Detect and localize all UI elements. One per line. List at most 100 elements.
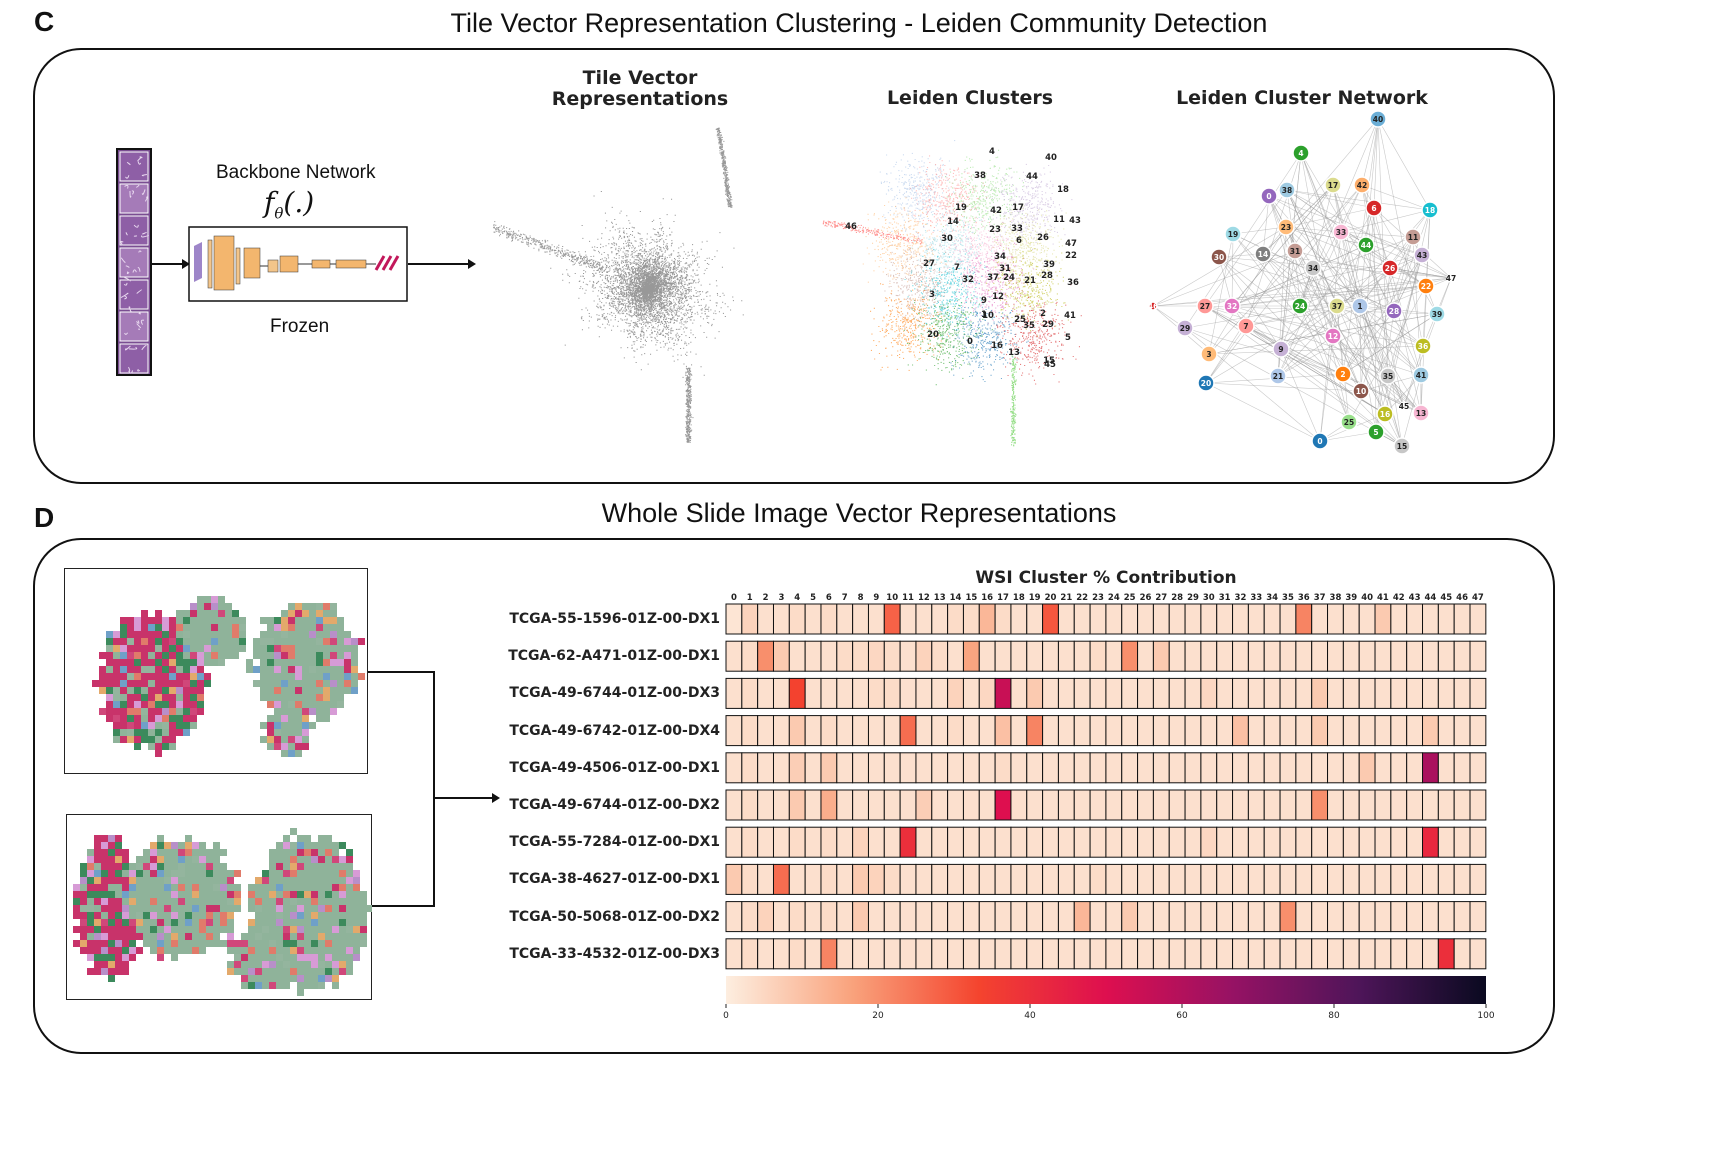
heatmap-cell xyxy=(1010,677,1028,709)
network-node-label: 9 xyxy=(1278,345,1283,354)
heatmap-cell xyxy=(1279,677,1297,709)
heatmap-cell xyxy=(1042,863,1059,895)
heatmap-cell xyxy=(867,901,885,933)
cluster-label: 6 xyxy=(1016,236,1022,246)
tile-texture xyxy=(138,312,142,315)
network-edge xyxy=(1361,184,1431,211)
heatmap-cell xyxy=(852,901,869,933)
heatmap-cell xyxy=(757,863,774,895)
heatmap-cell xyxy=(1152,789,1170,821)
column-label: 43 xyxy=(1409,593,1421,603)
heatmap-cell xyxy=(1390,863,1408,895)
heatmap-cell xyxy=(1342,789,1360,821)
heatmap-cell xyxy=(1216,938,1234,970)
network-node xyxy=(1237,317,1255,335)
heatmap-row-label: TCGA-38-4627-01Z-00-DX1 xyxy=(509,871,720,888)
network-node xyxy=(1277,218,1295,236)
heatmap-cell xyxy=(1010,752,1028,784)
heatmap-cell xyxy=(757,938,774,970)
heatmap-cell xyxy=(1200,752,1218,784)
heatmap-cell xyxy=(994,826,1012,858)
heatmap-cell xyxy=(1469,677,1487,709)
network-node-label: 42 xyxy=(1357,181,1367,190)
heatmap-cell xyxy=(867,715,885,747)
column-label: 4 xyxy=(794,593,800,603)
heatmap-cell xyxy=(1390,752,1408,784)
heatmap-cell xyxy=(1121,677,1139,709)
network-edge xyxy=(1299,184,1363,307)
heatmap-cell xyxy=(1152,901,1170,933)
heatmap-cell xyxy=(1200,677,1218,709)
network-node xyxy=(1376,405,1394,423)
cluster-label: 11 xyxy=(1053,215,1065,225)
heatmap-cell xyxy=(1327,938,1344,970)
heatmap-cell xyxy=(1437,901,1455,933)
heatmap-cell xyxy=(899,938,917,970)
heatmap-cell xyxy=(1105,938,1123,970)
heatmap-cell xyxy=(867,863,885,895)
wsi-tissue-cluster xyxy=(92,603,365,757)
cluster-label: 40 xyxy=(1045,153,1057,163)
heatmap-cell xyxy=(1469,752,1487,784)
heatmap-cell xyxy=(852,863,869,895)
panel-d-frame xyxy=(33,538,1555,1054)
heatmap-cell xyxy=(899,901,917,933)
heatmap-cell xyxy=(947,863,964,895)
tile-strip-image xyxy=(116,148,152,376)
network-edge xyxy=(1340,231,1414,238)
network-edge xyxy=(1245,325,1389,377)
heatmap-cell xyxy=(788,789,806,821)
network-edge xyxy=(1389,267,1422,376)
heatmap-cell xyxy=(1390,715,1408,747)
wsi-tissue-cluster xyxy=(106,596,351,750)
heatmap-cell xyxy=(804,826,822,858)
heatmap-cell xyxy=(1216,789,1234,821)
heatmap-cell xyxy=(757,640,774,672)
network-node-label: 17 xyxy=(1328,181,1338,190)
column-label: 18 xyxy=(1013,593,1025,603)
heatmap-cell xyxy=(978,640,996,672)
network-node-label: 21 xyxy=(1273,372,1283,381)
umap-points xyxy=(493,127,744,443)
heatmap-cell xyxy=(994,901,1012,933)
tile-texture xyxy=(142,231,147,235)
heatmap-cell xyxy=(1453,752,1471,784)
wsi-connector-arrows xyxy=(368,671,500,907)
column-label: 25 xyxy=(1124,593,1136,603)
tile-patch xyxy=(119,247,149,278)
colorbar-tick-label: 80 xyxy=(1328,1011,1340,1021)
heatmap-cell xyxy=(1089,863,1107,895)
heatmap-cell xyxy=(1200,901,1218,933)
network-edge xyxy=(1262,253,1422,376)
wsi-thumbnail-2 xyxy=(66,814,372,1000)
heatmap-cell xyxy=(820,603,838,635)
heatmap-cell xyxy=(1406,789,1424,821)
heatmap-cell xyxy=(1469,863,1487,895)
cluster-label: 34 xyxy=(994,252,1006,262)
heatmap-cell xyxy=(1437,677,1455,709)
heatmap-cell xyxy=(1358,603,1376,635)
network-node xyxy=(1381,259,1399,277)
network-edge xyxy=(1262,184,1334,255)
colorbar-tick-label: 40 xyxy=(1024,1011,1036,1021)
cluster-label: 13 xyxy=(1008,348,1020,358)
heatmap-cell xyxy=(1010,715,1028,747)
heatmap-cell xyxy=(994,715,1012,747)
cluster-points xyxy=(879,140,966,237)
network-edge xyxy=(1205,325,1247,384)
cluster-points xyxy=(911,208,993,287)
heatmap-cell xyxy=(1247,603,1265,635)
heatmap-cell xyxy=(788,640,806,672)
network-node xyxy=(1260,187,1278,205)
heatmap-cell xyxy=(994,603,1012,635)
heatmap-cell xyxy=(1390,640,1408,672)
heatmap-cell xyxy=(1057,863,1075,895)
cluster-label: 25 xyxy=(1014,315,1026,325)
heatmap-cell xyxy=(1311,901,1329,933)
heatmap-cell xyxy=(852,677,869,709)
heatmap-cell xyxy=(1422,715,1439,747)
network-node xyxy=(1404,228,1422,246)
heatmap-cell xyxy=(1184,863,1202,895)
heatmap-cell xyxy=(757,677,774,709)
heatmap-cell xyxy=(772,789,790,821)
